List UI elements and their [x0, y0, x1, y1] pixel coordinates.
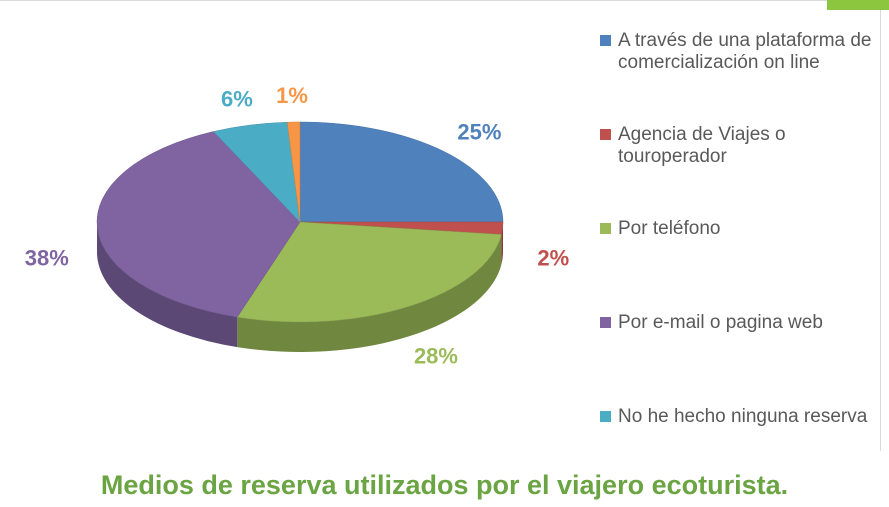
legend-item: A través de una plataforma de comerciali… — [600, 30, 872, 74]
legend-label: Agencia de Viajes o touroperador — [618, 124, 786, 167]
legend-label: No he hecho ninguna reserva — [618, 406, 868, 427]
pie-side — [501, 222, 503, 265]
data-label: 6% — [221, 87, 253, 112]
data-label: 2% — [537, 246, 569, 271]
legend-item: Agencia de Viajes o touroperador — [600, 124, 870, 168]
pie-slice — [299, 121, 504, 223]
legend-swatch — [600, 411, 611, 422]
data-label: 28% — [414, 343, 458, 368]
data-label: 1% — [276, 83, 308, 108]
pie-side — [97, 222, 238, 348]
legend-label: A través de una plataforma de comerciali… — [618, 30, 872, 73]
data-label: 25% — [457, 119, 501, 144]
legend-label: Por teléfono — [618, 218, 721, 239]
corner-tab — [827, 0, 889, 10]
chart-title: Medios de reserva utilizados por el viaj… — [100, 470, 789, 500]
legend-swatch — [600, 129, 611, 140]
pie-slice — [286, 121, 301, 223]
pie-slice — [96, 131, 301, 318]
legend-item: Por teléfono — [600, 218, 870, 240]
legend-item: Por e-mail o pagina web — [600, 312, 870, 334]
pie-slice — [236, 221, 502, 323]
legend-label: Por e-mail o pagina web — [618, 312, 823, 333]
legend-swatch — [600, 35, 611, 46]
frame — [0, 0, 881, 451]
data-label: 38% — [25, 246, 69, 271]
pie-side — [237, 234, 502, 352]
legend-swatch — [600, 317, 611, 328]
legend-item: No he hecho ninguna reserva — [600, 406, 870, 428]
legend-swatch — [600, 223, 611, 234]
